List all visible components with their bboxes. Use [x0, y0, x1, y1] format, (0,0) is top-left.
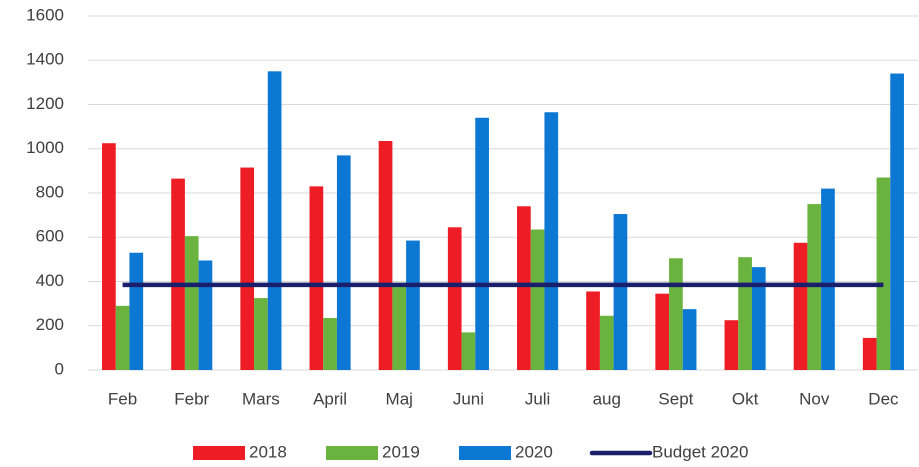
- x-tick-label: Dec: [868, 389, 899, 408]
- y-tick-label: 400: [36, 271, 64, 290]
- bar: [821, 188, 835, 370]
- bar: [447, 227, 462, 370]
- x-tick-label: Maj: [386, 389, 413, 408]
- bar: [724, 320, 739, 370]
- y-tick-label: 1400: [26, 50, 64, 69]
- legend-label: 2019: [382, 442, 420, 461]
- x-tick-label: Feb: [108, 389, 137, 408]
- bar: [793, 242, 808, 370]
- bar: [461, 332, 476, 370]
- bar: [102, 143, 116, 370]
- bar: [655, 293, 670, 370]
- bar: [586, 291, 600, 370]
- bar: [669, 258, 683, 370]
- x-tick-label: aug: [593, 389, 621, 408]
- bar: [254, 298, 268, 370]
- bar: [198, 260, 213, 370]
- legend-label: 2020: [515, 442, 553, 461]
- bar: [129, 252, 144, 370]
- x-tick-label: Mars: [242, 389, 280, 408]
- bar: [862, 337, 877, 370]
- bar: [682, 309, 697, 370]
- legend-label: Budget 2020: [652, 442, 748, 461]
- x-tick-label: Nov: [799, 389, 830, 408]
- x-tick-label: Febr: [174, 389, 209, 408]
- x-tick-label: April: [313, 389, 347, 408]
- bar: [378, 141, 393, 370]
- x-tick-label: Juni: [453, 389, 484, 408]
- y-tick-label: 1600: [26, 5, 64, 24]
- bar: [890, 73, 904, 371]
- y-tick-label: 0: [55, 359, 64, 378]
- y-tick-label: 800: [36, 182, 64, 201]
- bar: [738, 257, 752, 370]
- x-tick-label: Juli: [525, 389, 551, 408]
- bar: [184, 236, 199, 370]
- legend-swatch: [193, 446, 245, 460]
- bar: [517, 206, 531, 370]
- legend-label: 2018: [249, 442, 287, 461]
- legend-swatch: [326, 446, 378, 460]
- bar: [530, 229, 545, 370]
- bar: [309, 186, 324, 370]
- bar: [544, 112, 559, 371]
- y-tick-label: 600: [36, 227, 64, 246]
- bar: [323, 318, 337, 370]
- bar: [406, 240, 420, 370]
- bar: [613, 214, 628, 370]
- bar: [751, 267, 766, 370]
- legend-swatch: [459, 446, 511, 460]
- bar: [171, 178, 185, 370]
- bar: [392, 287, 407, 370]
- bar: [599, 315, 614, 370]
- bar: [240, 167, 255, 370]
- y-tick-label: 1000: [26, 138, 64, 157]
- x-tick-label: Sept: [658, 389, 693, 408]
- bar: [876, 177, 891, 370]
- bar: [336, 155, 351, 370]
- x-tick-label: Okt: [732, 389, 759, 408]
- y-tick-label: 200: [36, 315, 64, 334]
- bar: [267, 71, 282, 370]
- y-tick-label: 1200: [26, 94, 64, 113]
- bar: [115, 305, 130, 370]
- bar: [475, 117, 489, 371]
